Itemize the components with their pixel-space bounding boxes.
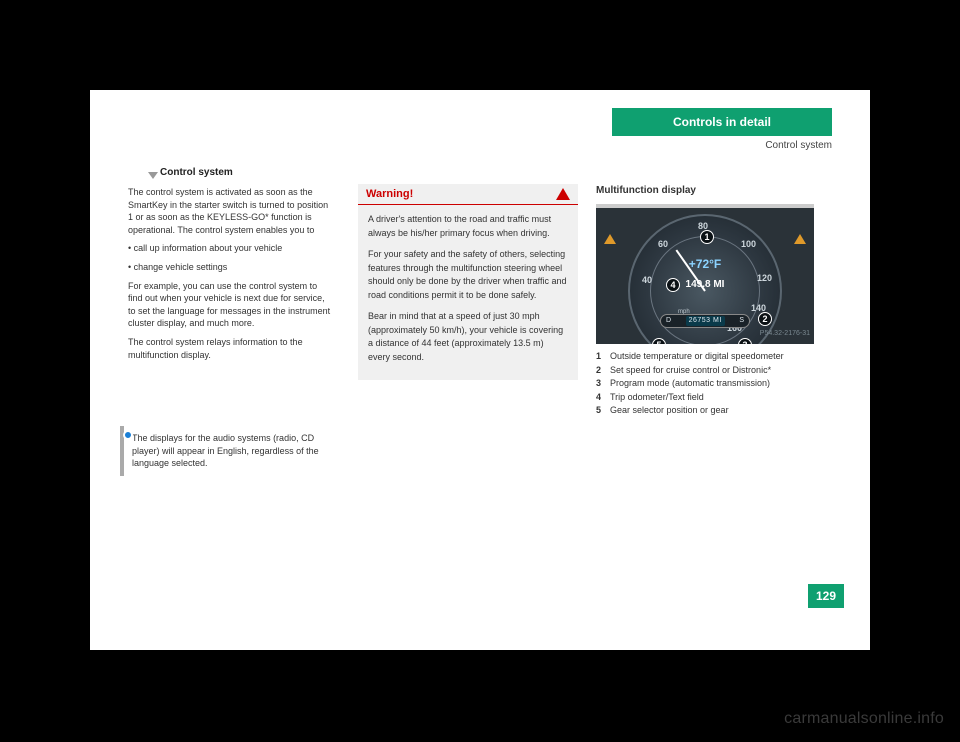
warning-triangle-icon bbox=[556, 188, 570, 200]
info-icon bbox=[123, 430, 133, 440]
tick-120: 120 bbox=[757, 272, 772, 285]
callout-num: 4 bbox=[596, 391, 606, 405]
warning-box: Warning! A driver's attention to the roa… bbox=[358, 184, 578, 380]
body-text: The control system is activated as soon … bbox=[128, 186, 332, 236]
callout-text: Program mode (automatic transmission) bbox=[610, 377, 770, 391]
callout-badge-5: 5 bbox=[652, 338, 666, 344]
callout-text: Outside temperature or digital speedomet… bbox=[610, 350, 784, 364]
info-box: The displays for the audio systems (radi… bbox=[120, 426, 340, 476]
callout-list: 1 Outside temperature or digital speedome… bbox=[596, 350, 816, 418]
warning-header: Warning! bbox=[358, 184, 578, 205]
breadcrumb: Control system bbox=[765, 140, 832, 151]
bullet-text: call up information about your vehicle bbox=[134, 243, 283, 253]
watermark: carmanualsonline.info bbox=[784, 710, 944, 728]
callout-num: 1 bbox=[596, 350, 606, 364]
trip-readout: 149.8 MI bbox=[686, 278, 725, 292]
callout-row: 2 Set speed for cruise control or Distron… bbox=[596, 364, 816, 378]
callout-badge-3: 3 bbox=[738, 338, 752, 344]
tick-60: 60 bbox=[658, 238, 668, 251]
odometer-bar: D 26753 MI S bbox=[660, 314, 750, 328]
callout-row: 1 Outside temperature or digital speedome… bbox=[596, 350, 816, 364]
tick-40: 40 bbox=[642, 274, 652, 287]
callout-num: 5 bbox=[596, 404, 606, 418]
column-3: Multifunction display 40 60 80 100 120 1… bbox=[596, 184, 816, 418]
gauge-figure: 40 60 80 100 120 140 160 +72°F 149.8 MI … bbox=[596, 204, 814, 344]
bullet-item: • change vehicle settings bbox=[128, 261, 332, 274]
section-title: Control system bbox=[160, 166, 340, 180]
tick-100: 100 bbox=[741, 238, 756, 251]
callout-badge-2: 2 bbox=[758, 312, 772, 326]
callout-num: 2 bbox=[596, 364, 606, 378]
amber-warning-icon bbox=[604, 234, 616, 244]
column-2: Warning! A driver's attention to the roa… bbox=[358, 184, 578, 380]
figure-heading: Multifunction display bbox=[596, 184, 816, 198]
warning-paragraph: Bear in mind that at a speed of just 30 … bbox=[368, 310, 568, 364]
callout-badge-4: 4 bbox=[666, 278, 680, 292]
figure-id: P54.32-2176-31 bbox=[760, 329, 810, 339]
callout-row: 5 Gear selector position or gear bbox=[596, 404, 816, 418]
gear-d: D bbox=[666, 316, 671, 326]
callout-row: 4 Trip odometer/Text field bbox=[596, 391, 816, 405]
callout-text: Gear selector position or gear bbox=[610, 404, 729, 418]
warning-body: A driver's attention to the road and tra… bbox=[358, 205, 578, 380]
page: Controls in detail Control system Contro… bbox=[90, 90, 870, 650]
amber-warning-icon bbox=[794, 234, 806, 244]
warning-paragraph: A driver's attention to the road and tra… bbox=[368, 213, 568, 240]
mode-s: S bbox=[739, 316, 744, 326]
callout-badge-1: 1 bbox=[700, 230, 714, 244]
callout-text: Trip odometer/Text field bbox=[610, 391, 704, 405]
body-text: The control system relays information to… bbox=[128, 336, 332, 361]
warning-paragraph: For your safety and the safety of others… bbox=[368, 248, 568, 302]
warning-title: Warning! bbox=[366, 188, 413, 200]
info-text: The displays for the audio systems (radi… bbox=[132, 433, 319, 468]
speedometer-dial: 40 60 80 100 120 140 160 +72°F 149.8 MI … bbox=[628, 214, 782, 344]
bullet-text: change vehicle settings bbox=[134, 262, 228, 272]
callout-text: Set speed for cruise control or Distroni… bbox=[610, 364, 771, 378]
page-number: 129 bbox=[808, 584, 844, 608]
temperature-readout: +72°F bbox=[689, 256, 721, 273]
body-text: For example, you can use the control sys… bbox=[128, 280, 332, 330]
column-1: Control system The control system is act… bbox=[120, 166, 340, 367]
callout-row: 3 Program mode (automatic transmission) bbox=[596, 377, 816, 391]
callout-num: 3 bbox=[596, 377, 606, 391]
odometer-value: 26753 MI bbox=[686, 316, 725, 326]
bullet-item: • call up information about your vehicle bbox=[128, 242, 332, 255]
header-tab: Controls in detail bbox=[612, 108, 832, 136]
